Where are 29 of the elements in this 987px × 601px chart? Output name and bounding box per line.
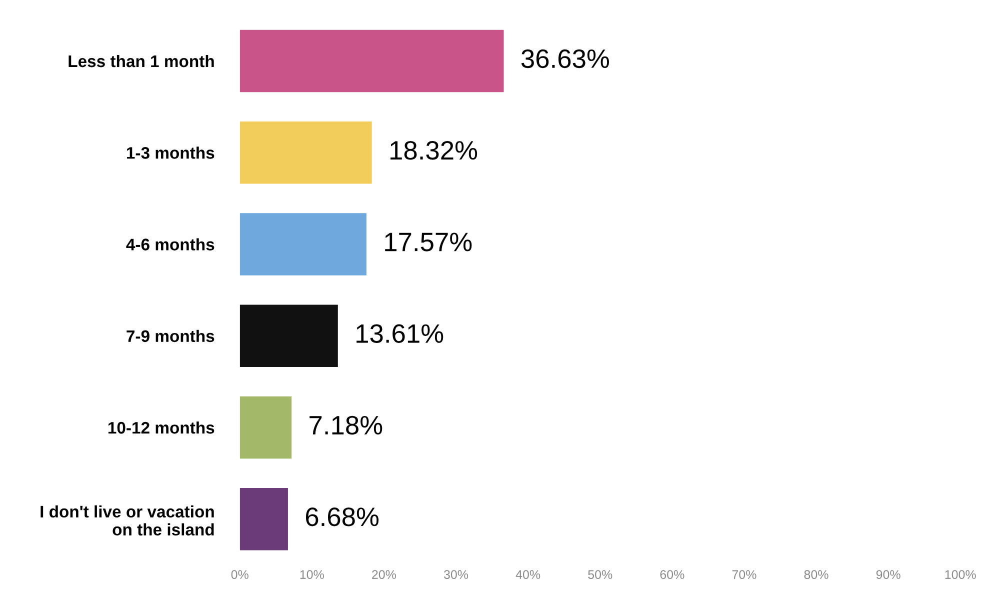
x-tick-label: 70% — [732, 570, 756, 579]
x-tick-label: 50% — [588, 570, 612, 579]
x-tick-label: 30% — [444, 570, 468, 579]
bar — [240, 30, 504, 92]
x-tick-label: 20% — [372, 570, 396, 579]
x-tick-label: 100% — [945, 570, 976, 579]
data-label: 36.63% — [521, 49, 609, 68]
x-tick-label: 40% — [516, 570, 540, 579]
y-tick-label: 7-9 months — [126, 330, 214, 342]
data-label: 17.57% — [385, 232, 472, 252]
x-tick-label: 60% — [660, 570, 684, 579]
y-tick-label: 10-12 months — [108, 421, 214, 434]
x-tick-label: 0% — [231, 570, 248, 579]
bar — [240, 121, 372, 184]
bar — [240, 488, 288, 550]
bar — [240, 396, 292, 459]
data-label: 6.68% — [306, 508, 379, 526]
data-label: 18.32% — [390, 141, 478, 160]
bar — [240, 304, 338, 368]
x-tick-label: 90% — [876, 570, 900, 579]
data-label: 7.18% — [310, 416, 382, 435]
data-label: 13.61% — [356, 324, 444, 343]
x-tick-label: 80% — [804, 570, 828, 579]
y-tick-label: 4-6 months — [126, 238, 214, 250]
x-tick-label: 10% — [300, 570, 324, 579]
y-tick-label: Less than 1 month — [68, 54, 214, 68]
bar — [240, 213, 366, 276]
y-tick-label: 1-3 months — [126, 146, 214, 159]
y-tick-label: I don't live or vacation on the island — [40, 505, 214, 536]
